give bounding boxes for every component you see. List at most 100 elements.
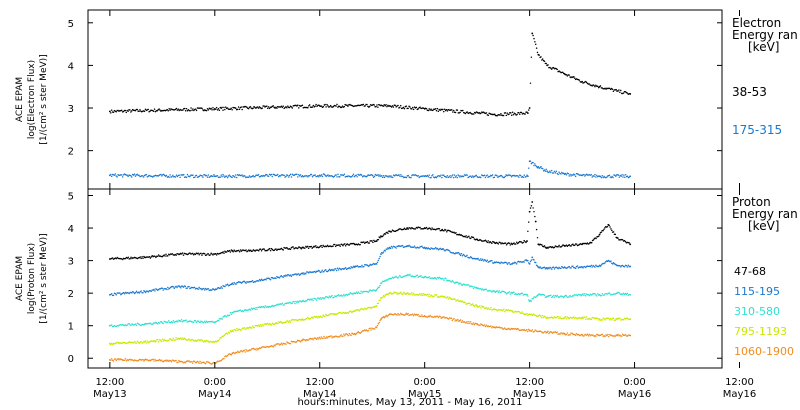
data-sample <box>199 360 201 363</box>
data-sample <box>526 312 528 315</box>
data-sample <box>169 109 171 111</box>
data-sample <box>454 176 457 178</box>
data-sample <box>467 322 469 325</box>
proton-ytick-label: 5 <box>68 192 74 203</box>
data-sample <box>155 321 157 324</box>
data-sample <box>226 251 228 253</box>
data-point <box>629 243 632 246</box>
data-sample <box>562 72 565 75</box>
xtick-time-label: 12:00 <box>95 377 124 388</box>
data-sample <box>238 108 241 111</box>
data-sample <box>275 277 277 280</box>
data-sample <box>360 174 363 176</box>
data-sample <box>470 175 472 177</box>
data-sample <box>249 105 252 108</box>
data-sample <box>218 338 221 340</box>
data-sample <box>269 278 272 281</box>
data-sample <box>235 107 237 110</box>
data-sample <box>140 340 142 343</box>
data-sample <box>353 175 356 178</box>
data-sample <box>119 358 121 360</box>
data-sample <box>326 103 328 106</box>
proton-frame <box>87 188 723 369</box>
data-sample <box>233 175 235 178</box>
data-sample <box>525 241 527 244</box>
data-sample <box>601 293 604 295</box>
data-sample <box>205 320 208 322</box>
data-sample <box>431 227 433 229</box>
data-sample <box>480 176 482 179</box>
data-sample <box>314 174 316 176</box>
data-sample <box>369 306 371 309</box>
data-sample <box>504 112 507 114</box>
data-sample <box>201 107 203 110</box>
data-sample <box>556 294 558 297</box>
data-sample <box>267 322 269 325</box>
data-sample <box>584 292 586 295</box>
data-sample <box>235 176 238 179</box>
data-sample <box>239 281 242 283</box>
data-sample <box>114 173 117 175</box>
data-sample <box>336 176 338 178</box>
data-sample <box>621 173 623 176</box>
data-sample <box>205 109 208 112</box>
data-sample <box>188 338 190 340</box>
data-sample <box>473 323 476 326</box>
data-sample <box>125 360 128 362</box>
data-sample <box>562 296 565 299</box>
data-sample <box>445 277 447 280</box>
data-sample <box>562 172 565 175</box>
data-sample <box>529 160 532 162</box>
data-sample <box>442 247 444 250</box>
data-sample <box>341 312 343 315</box>
data-sample <box>445 229 447 231</box>
data-sample <box>271 304 274 307</box>
data-sample <box>596 295 598 297</box>
data-sample <box>133 173 136 175</box>
data-sample <box>424 227 427 230</box>
data-sample <box>239 309 242 311</box>
data-point <box>531 32 534 35</box>
data-sample <box>544 330 547 333</box>
data-sample <box>414 228 417 230</box>
data-sample <box>427 175 430 178</box>
data-sample <box>550 169 553 172</box>
electron-ylabel-line: [1/(cm² s ster MeV)] <box>39 54 49 144</box>
data-sample <box>236 351 238 354</box>
data-sample <box>238 251 241 253</box>
data-sample <box>422 294 424 297</box>
data-sample <box>221 287 223 289</box>
data-sample <box>281 106 284 109</box>
data-sample <box>628 318 630 320</box>
data-sample <box>595 237 597 240</box>
data-sample <box>213 288 215 291</box>
data-sample <box>315 338 318 341</box>
data-sample <box>399 106 401 109</box>
data-sample <box>203 341 205 343</box>
data-sample <box>223 357 225 360</box>
data-sample <box>585 316 588 318</box>
data-sample <box>317 338 320 340</box>
data-sample <box>263 248 266 250</box>
data-sample <box>157 254 160 256</box>
data-sample <box>487 176 489 179</box>
data-sample <box>193 286 196 289</box>
data-sample <box>179 176 181 179</box>
data-sample <box>547 247 549 249</box>
data-sample <box>620 89 622 92</box>
data-sample <box>548 171 550 173</box>
data-sample <box>278 321 281 324</box>
data-sample <box>215 361 218 363</box>
data-sample <box>504 291 507 294</box>
data-sample <box>318 246 321 248</box>
data-point <box>546 170 549 173</box>
data-sample <box>280 105 283 107</box>
data-sample <box>318 104 320 106</box>
data-sample <box>163 338 165 341</box>
data-sample <box>121 176 124 178</box>
data-sample <box>573 77 576 79</box>
data-sample <box>475 286 477 289</box>
data-sample <box>333 269 335 272</box>
data-sample <box>572 243 574 245</box>
data-sample <box>323 173 326 175</box>
